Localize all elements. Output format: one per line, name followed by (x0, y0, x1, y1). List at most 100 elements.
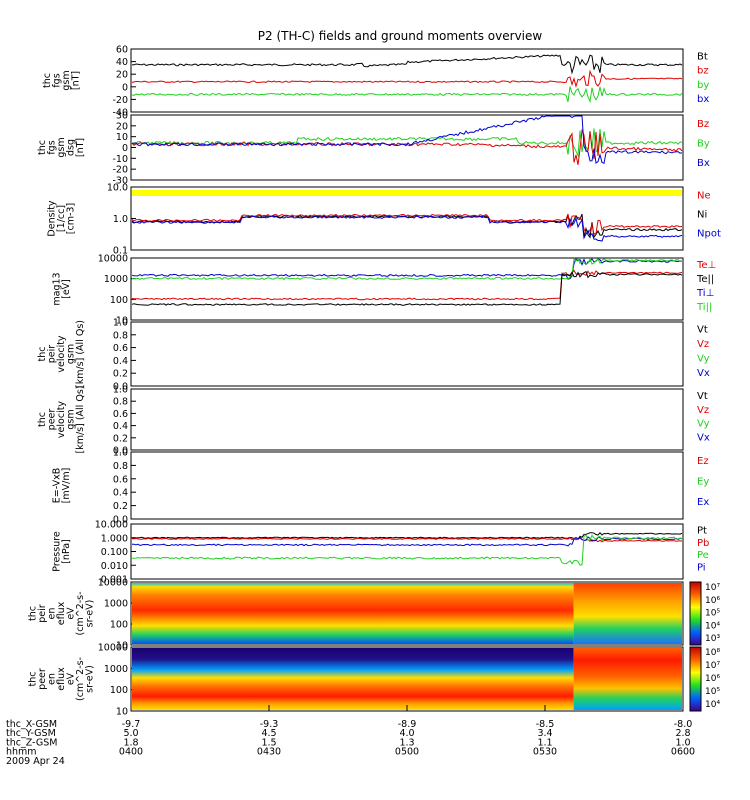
series-by (131, 86, 683, 104)
legend-Vy: Vy (697, 419, 710, 430)
y-tick-label: 10 (116, 707, 128, 718)
x-row-label: thc_Y-GSM (6, 728, 56, 739)
y-tick-label: 1.0 (113, 318, 128, 329)
legend-bz: bz (697, 66, 709, 77)
y-tick-label: 0.4 (113, 356, 128, 367)
colorbar-label: 10⁵ (705, 609, 720, 619)
panel-frame (130, 581, 684, 646)
x-date-label: 2009 Apr 24 (6, 756, 65, 767)
panel-frame (130, 48, 684, 113)
y-tick-label: 0 (122, 82, 128, 93)
panel-frame (130, 321, 684, 387)
y-axis-label: [km/s] (All Qs) (75, 320, 86, 388)
y-axis-label: gsm (66, 344, 77, 364)
y-tick-label: -20 (112, 165, 128, 176)
colorbar (689, 581, 702, 646)
y-tick-label: 1000 (104, 274, 128, 285)
legend-Bt: Bt (697, 51, 708, 62)
colorbar (689, 646, 702, 712)
y-tick-label: 0.001 (101, 575, 128, 586)
y-axis-label: sr-eV) (85, 600, 96, 628)
y-tick-label: 0.8 (113, 461, 128, 472)
y-tick-label: 0.0 (113, 515, 128, 526)
y-axis-label: fgs (47, 140, 58, 154)
x-tick-label: 2.8 (675, 728, 690, 739)
legend-Ex: Ex (697, 497, 709, 508)
legend-Ez: Ez (697, 456, 709, 467)
x-tick-label: 0400 (119, 747, 143, 758)
legend-Vt: Vt (697, 324, 708, 335)
legend-Bx: Bx (697, 158, 710, 169)
panel-frame (130, 114, 684, 181)
y-tick-label: 10 (116, 316, 128, 327)
panel-frame (130, 523, 684, 580)
x-tick-label: 0600 (671, 747, 695, 758)
y-axis-label: peer (37, 668, 48, 690)
panel-frame (130, 388, 684, 451)
colorbar-label: 10⁷ (705, 583, 720, 593)
legend-Ti||: Ti|| (696, 302, 712, 313)
legend-Vx: Vx (697, 432, 710, 443)
y-tick-label: 1000 (104, 599, 128, 610)
y-tick-label: 20 (116, 121, 128, 132)
colorbar-label: 10⁴ (705, 700, 720, 710)
y-axis-label: thc (42, 73, 53, 88)
legend-Pi: Pi (697, 562, 706, 573)
y-axis-label: en (47, 673, 58, 685)
legend-bx: bx (697, 94, 709, 105)
x-tick-label: -8.0 (674, 719, 693, 730)
y-axis-label: en (47, 608, 58, 620)
y-axis-label: eV (66, 607, 77, 620)
y-tick-label: 0.0 (113, 382, 128, 393)
series-Bx (131, 115, 683, 165)
y-tick-label: -40 (112, 108, 128, 119)
y-axis-label: [km/s] (All Qs) (75, 386, 86, 454)
legend-By: By (697, 139, 710, 150)
series-Pe (131, 534, 683, 566)
series-Te-perp (131, 269, 683, 301)
y-tick-label: 0.2 (113, 433, 128, 444)
series-Pt (131, 532, 683, 540)
y-tick-label: 100 (110, 685, 128, 696)
y-axis-label: gsm (66, 409, 77, 429)
y-tick-label: 0.2 (113, 369, 128, 380)
y-tick-label: 1.0 (113, 214, 128, 225)
y-axis-label: gsm (61, 70, 72, 90)
spectrogram-body (132, 583, 574, 644)
y-axis-label: Density (47, 200, 58, 236)
colorbar-label: 10⁸ (705, 648, 720, 658)
x-tick-label: 0530 (533, 747, 557, 758)
y-tick-label: -10 (112, 154, 128, 165)
y-tick-label: 0.6 (113, 409, 128, 420)
x-tick-label: -9.3 (260, 719, 279, 730)
legend-Ni: Ni (697, 210, 707, 221)
chart-title: P2 (TH-C) fields and ground moments over… (258, 29, 543, 43)
y-tick-label: 10000 (98, 254, 128, 265)
y-axis-label: velocity (56, 401, 67, 439)
y-axis-label: [mV/m] (61, 468, 72, 504)
x-tick-label: 4.5 (261, 728, 276, 739)
y-tick-label: 100 (110, 295, 128, 306)
colorbar-label: 10⁶ (705, 674, 720, 684)
y-axis-label: [1/cc] (56, 205, 67, 232)
x-row-label: thc_X-GSM (6, 719, 57, 730)
legend-Vt: Vt (697, 391, 708, 402)
y-tick-label: 0.010 (101, 561, 128, 572)
y-tick-label: 60 (116, 45, 128, 56)
x-tick-label: 1.0 (675, 737, 690, 748)
y-axis-label: (cm^2-s- (75, 657, 86, 701)
spectrogram-tail (573, 583, 682, 644)
y-tick-label: 0.4 (113, 421, 128, 432)
y-tick-label: 20 (116, 70, 128, 81)
y-tick-label: 10000 (98, 643, 128, 654)
series-Ti-par (131, 257, 683, 281)
y-tick-label: 0.2 (113, 501, 128, 512)
legend-Pe: Pe (697, 550, 709, 561)
y-tick-label: 0.4 (113, 488, 128, 499)
legend-Ne: Ne (697, 191, 711, 202)
y-tick-label: -20 (112, 95, 128, 106)
y-tick-label: 0.8 (113, 397, 128, 408)
y-tick-label: 10.0 (107, 183, 128, 194)
